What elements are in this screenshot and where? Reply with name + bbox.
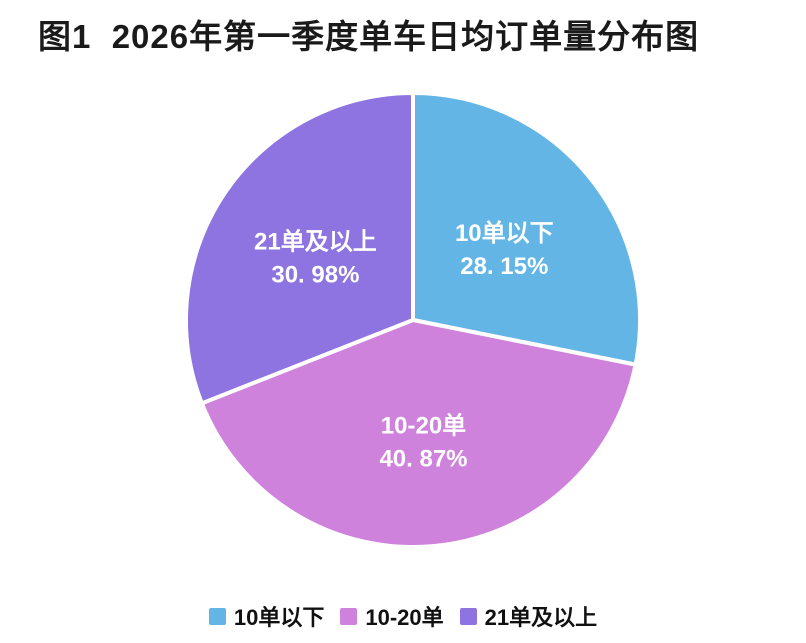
legend: 10单以下 10-20单 21单及以上 [0,600,806,632]
legend-item-1: 10-20单 [340,600,444,632]
slice-label-2: 21单及以上 30. 98% [254,229,377,289]
legend-swatch-icon [208,607,226,625]
legend-swatch-icon [459,607,477,625]
pie-slice-1 [199,318,638,549]
legend-item-2: 21单及以上 [459,600,598,632]
legend-label: 21单及以上 [484,605,598,630]
slice-label-1: 10-20单 40. 87% [379,413,467,473]
pie-slice-2 [184,91,415,406]
slice-label-0: 10单以下 28. 15% [455,220,554,280]
pie-slice-0 [411,91,642,367]
chart-title: 图1 2026年第一季度单车日均订单量分布图 [38,18,700,55]
legend-label: 10-20单 [365,605,444,630]
legend-label: 10单以下 [233,605,325,630]
legend-item-0: 10单以下 [208,600,325,632]
legend-swatch-icon [340,607,358,625]
